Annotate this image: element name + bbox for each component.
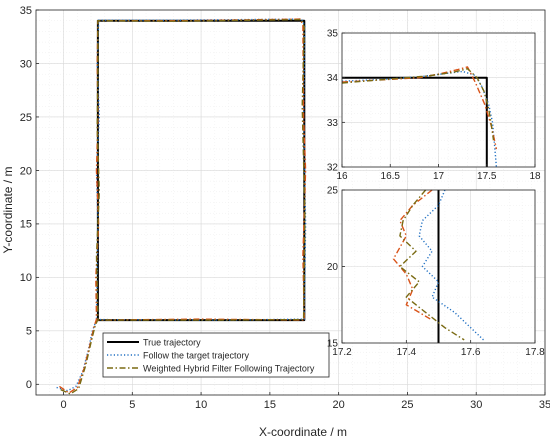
y-tick-label: 33 bbox=[327, 118, 339, 129]
series-line-1 bbox=[418, 189, 484, 341]
x-tick-label: 17 bbox=[433, 171, 445, 182]
y-tick-label: 32 bbox=[327, 163, 339, 174]
y-tick-label: 35 bbox=[327, 29, 339, 40]
legend-label: Weighted Hybrid Filter Following Traject… bbox=[143, 364, 315, 374]
x-tick-label: 15 bbox=[264, 399, 276, 411]
x-tick-label: 20 bbox=[333, 399, 345, 411]
x-tick-label: 17.6 bbox=[461, 347, 481, 358]
x-tick-label: 17.2 bbox=[332, 347, 352, 358]
x-tick-label: 16 bbox=[336, 171, 348, 182]
y-tick-label: 35 bbox=[20, 5, 32, 17]
y-tick-label: 10 bbox=[20, 272, 32, 284]
series-line-2 bbox=[392, 189, 433, 321]
x-tick-label: 17.5 bbox=[477, 171, 497, 182]
legend-label: Follow the target trajectory bbox=[143, 351, 250, 361]
y-tick-label: 15 bbox=[327, 339, 339, 350]
x-axis-label: X-coordinate / m bbox=[259, 425, 347, 439]
series-line-3 bbox=[60, 18, 306, 395]
x-tick-label: 5 bbox=[129, 399, 135, 411]
series-line-2 bbox=[341, 66, 498, 150]
x-tick-label: 10 bbox=[195, 399, 207, 411]
y-tick-label: 30 bbox=[20, 58, 32, 70]
x-tick-label: 0 bbox=[60, 399, 66, 411]
legend: True trajectory Follow the target traject… bbox=[102, 332, 330, 378]
y-tick-label: 25 bbox=[327, 186, 339, 197]
series-line-3 bbox=[399, 189, 465, 341]
axes-box bbox=[35, 9, 546, 396]
y-tick-label: 34 bbox=[327, 73, 339, 84]
x-tick-label: 35 bbox=[539, 399, 550, 411]
panel-inset-top: 16 16.5 17 17.5 18 32 33 34 35 bbox=[327, 29, 541, 183]
series-line-0 bbox=[342, 76, 488, 167]
panel-inset-bottom: 17.2 17.4 17.6 17.8 15 20 25 bbox=[327, 186, 545, 359]
chart-panels: 0 5 10 15 20 25 30 35 0 5 10 15 20 25 30 35 True traject… bbox=[20, 5, 550, 411]
x-tick-label: 17.4 bbox=[397, 347, 417, 358]
x-tick-label: 18 bbox=[529, 171, 541, 182]
y-tick-label: 20 bbox=[327, 262, 339, 273]
legend-box bbox=[102, 332, 330, 378]
y-axis-label: Y-coordinate / m bbox=[1, 167, 15, 254]
y-tick-label: 25 bbox=[20, 112, 32, 124]
x-tick-label: 17.8 bbox=[525, 347, 545, 358]
x-tick-label: 30 bbox=[470, 399, 482, 411]
y-tick-label: 20 bbox=[20, 165, 32, 177]
y-tick-label: 5 bbox=[26, 326, 32, 338]
series-line-3 bbox=[341, 67, 495, 141]
x-tick-label: 25 bbox=[401, 399, 413, 411]
legend-label: True trajectory bbox=[143, 338, 201, 348]
y-tick-label: 15 bbox=[20, 219, 32, 231]
y-tick-label: 0 bbox=[26, 379, 32, 391]
x-tick-label: 16.5 bbox=[381, 171, 401, 182]
